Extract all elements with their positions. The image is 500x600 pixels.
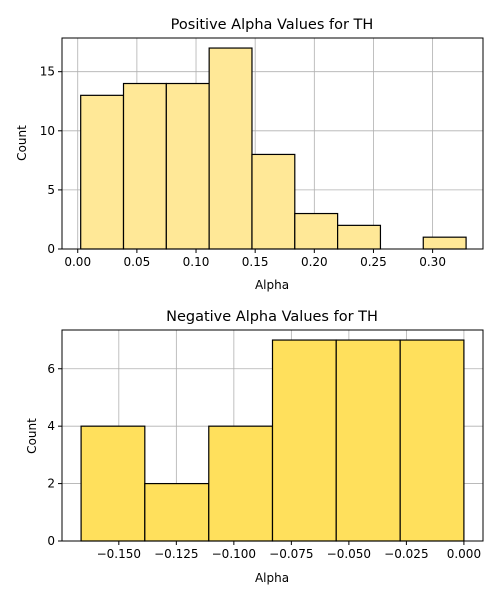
positive-x-ticks: 0.00 0.05 0.10 0.15 0.20 0.25 0.30 — [64, 249, 446, 269]
negative-alpha-chart: −0.150 −0.125 −0.100 −0.075 −0.050 −0.025 0.00… — [25, 309, 484, 585]
positive-bars — [80, 47, 467, 250]
positive-x-axis-label: Alpha — [255, 278, 289, 292]
positive-plot-frame — [61, 37, 484, 250]
positive-histogram-bar-1 — [122, 82, 167, 250]
negative-y-tick-label-2: 4 — [47, 419, 55, 433]
positive-y-tick-label-1: 5 — [47, 183, 55, 197]
negative-x-tick-label-2: −0.100 — [212, 547, 256, 561]
positive-x-tick-label-3: 0.15 — [242, 255, 269, 269]
positive-histogram-bar-4 — [251, 153, 296, 250]
negative-x-tick-label-6: 0.000 — [447, 547, 481, 561]
positive-x-tick-label-1: 0.05 — [124, 255, 151, 269]
negative-y-axis-label: Count — [25, 418, 39, 454]
negative-chart-title: Negative Alpha Values for TH — [166, 309, 378, 325]
positive-histogram-bar-0 — [80, 94, 125, 250]
negative-histogram-bar-2 — [208, 425, 274, 542]
positive-y-tick-label-0: 0 — [47, 242, 55, 256]
negative-histogram-bar-4 — [335, 339, 401, 542]
positive-x-tick-label-2: 0.10 — [183, 255, 210, 269]
negative-x-tick-label-1: −0.125 — [154, 547, 198, 561]
positive-y-ticks: 0 5 10 15 — [40, 65, 62, 256]
positive-histogram-bar-3 — [208, 47, 253, 250]
negative-histogram-bar-1 — [144, 482, 210, 542]
positive-x-tick-label-6: 0.30 — [419, 255, 446, 269]
negative-x-tick-label-5: −0.025 — [384, 547, 428, 561]
negative-x-tick-label-0: −0.150 — [97, 547, 141, 561]
negative-bars — [80, 339, 465, 542]
positive-chart-title: Positive Alpha Values for TH — [171, 17, 374, 33]
negative-histogram-bar-0 — [80, 425, 146, 542]
negative-plot-frame — [61, 329, 484, 542]
positive-histogram-bar-5 — [294, 212, 339, 250]
negative-x-tick-label-3: −0.075 — [269, 547, 313, 561]
negative-y-tick-label-1: 2 — [47, 477, 55, 491]
negative-x-axis-label: Alpha — [255, 571, 289, 585]
negative-y-ticks: 0 2 4 6 — [47, 362, 62, 548]
positive-x-tick-label-4: 0.20 — [301, 255, 328, 269]
positive-x-tick-label-5: 0.25 — [360, 255, 387, 269]
positive-histogram-bar-2 — [165, 82, 210, 250]
negative-x-tick-label-4: −0.050 — [327, 547, 371, 561]
negative-histogram-bar-5 — [399, 339, 465, 542]
negative-histogram-bar-3 — [271, 339, 337, 542]
negative-x-ticks: −0.150 −0.125 −0.100 −0.075 −0.050 −0.025 0.00… — [97, 541, 481, 561]
negative-y-tick-label-3: 6 — [47, 362, 55, 376]
positive-histogram-bar-6 — [337, 224, 382, 250]
positive-y-axis-label: Count — [15, 125, 29, 161]
positive-x-tick-label-0: 0.00 — [64, 255, 91, 269]
positive-histogram-bar-8 — [422, 236, 467, 250]
positive-y-tick-label-3: 15 — [40, 65, 55, 79]
positive-y-tick-label-2: 10 — [40, 124, 55, 138]
positive-alpha-chart: 0.00 0.05 0.10 0.15 0.20 0.25 0.30 0 5 10 15 Posi… — [15, 17, 484, 292]
negative-y-tick-label-0: 0 — [47, 534, 55, 548]
